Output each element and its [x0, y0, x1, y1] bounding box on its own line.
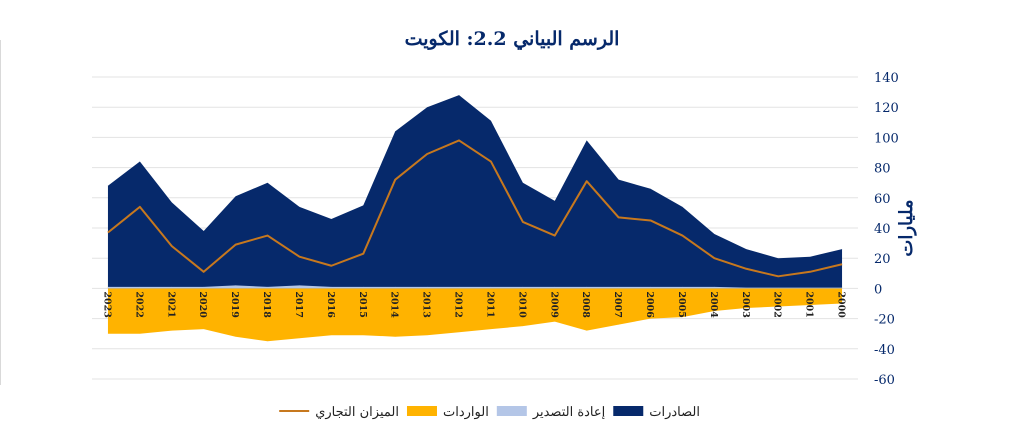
- legend-swatch: [613, 406, 644, 416]
- x-tick-label: 2005: [676, 291, 687, 317]
- y-tick-label: 60: [874, 192, 891, 207]
- chart-title: الرسم البياني 2.2: الكويت: [405, 28, 620, 51]
- y-tick-label: 80: [874, 162, 891, 177]
- y-tick-label: 120: [874, 101, 899, 116]
- x-tick-label: 2015: [357, 291, 368, 317]
- area-series-0: [107, 95, 843, 289]
- legend-label: الواردات: [443, 405, 489, 420]
- x-tick-label: 2002: [772, 291, 783, 317]
- x-tick-label: 2007: [612, 291, 623, 317]
- x-tick-label: 2021: [165, 291, 176, 317]
- x-tick-label: 2014: [389, 291, 400, 318]
- x-tick-label: 2008: [580, 291, 591, 318]
- y-tick-labels: 140 120 100 80 60 40 20 0 -20 -40 -60: [874, 71, 899, 388]
- x-tick-label: 2012: [453, 291, 464, 317]
- x-tick-labels: 2023 2022 2021 2020 2019 2018 2017 2016 2015 2014…: [101, 291, 846, 318]
- x-tick-label: 2006: [644, 291, 655, 318]
- x-tick-label: 2010: [516, 291, 527, 318]
- legend: الصادرات إعادة التصدير الواردات الميزان الت…: [279, 405, 700, 420]
- y-axis-label: مليارات: [896, 199, 917, 256]
- y-tick-label: 100: [874, 131, 899, 146]
- y-tick-label: 0: [874, 282, 882, 297]
- legend-label: الميزان التجاري: [315, 405, 399, 420]
- area-series-2: [107, 285, 843, 289]
- frame-left-rule: [0, 40, 1, 385]
- x-tick-label: 2017: [293, 291, 304, 317]
- x-tick-label: 2023: [101, 291, 112, 317]
- series-areas: [107, 95, 843, 342]
- y-tick-label: -60: [874, 373, 895, 388]
- legend-swatch: [496, 406, 527, 416]
- x-tick-label: 2003: [740, 291, 751, 317]
- x-tick-label: 2016: [325, 291, 336, 318]
- y-tick-label: -40: [874, 343, 895, 358]
- x-tick-label: 2018: [261, 291, 272, 318]
- legend-label: إعادة التصدير: [532, 405, 605, 420]
- y-tick-label: 40: [874, 222, 891, 237]
- x-tick-label: 2004: [708, 291, 719, 318]
- x-tick-label: 2011: [484, 291, 495, 317]
- y-tick-label: 20: [874, 252, 891, 267]
- y-tick-label: 140: [874, 71, 899, 86]
- series-lines: [107, 139, 843, 278]
- y-tick-label: -20: [874, 313, 895, 328]
- area-series-1: [107, 288, 843, 342]
- x-tick-label: 2009: [548, 291, 559, 318]
- legend-label: الصادرات: [649, 405, 700, 420]
- x-tick-label: 2013: [421, 291, 432, 317]
- x-tick-label: 2000: [836, 291, 847, 318]
- x-tick-label: 2020: [197, 291, 208, 318]
- x-tick-label: 2001: [804, 291, 815, 317]
- line-series-3: [107, 139, 843, 278]
- x-tick-label: 2019: [229, 291, 240, 318]
- x-tick-label: 2022: [133, 291, 144, 317]
- legend-swatch: [406, 406, 437, 416]
